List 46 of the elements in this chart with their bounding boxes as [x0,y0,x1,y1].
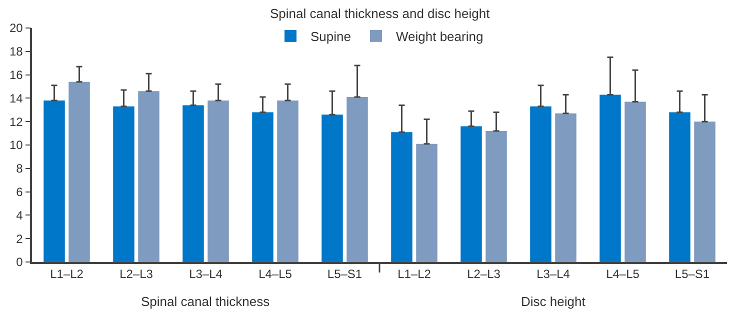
x-tick-label: L4–L5 [258,267,292,282]
bar [391,132,412,262]
bar [44,100,65,262]
y-tick-label: 10 [9,138,24,152]
bar [600,94,621,262]
legend-title: Spinal canal thickness and disc height [270,6,490,21]
bar [277,100,298,262]
y-tick-label: 6 [16,185,24,199]
legend-label: Weight bearing [396,29,484,44]
bar [113,106,134,262]
bar [669,112,690,262]
x-tick-label: L5–S1 [674,267,710,282]
bar [208,100,229,262]
x-tick-label: L1–L2 [50,267,84,282]
bar [694,122,716,262]
x-tick-label: L4–L5 [606,267,640,282]
y-tick-label: 8 [16,162,24,176]
bar [252,112,274,262]
bar [486,130,507,262]
y-tick-label: 20 [9,21,24,36]
bar [530,106,552,262]
y-tick-label: 2 [16,232,24,246]
x-tick-label: L1–L2 [398,267,432,282]
bar [138,91,160,262]
y-tick-label: 14 [9,91,24,106]
x-tick-label: L3–L4 [536,267,570,282]
bar [555,113,576,262]
bar [416,144,438,262]
legend-label: Supine [310,29,351,44]
text: Spinal canal thickness [141,294,270,309]
y-tick-label: 4 [16,208,24,222]
bar [182,105,204,262]
y-tick-label: 18 [9,44,24,59]
bar [322,114,343,262]
x-tick-label: L5–S1 [327,267,362,282]
bar [346,97,368,262]
y-tick-label: 0 [16,255,24,270]
x-tick-label: L3–L4 [189,267,223,282]
bar [460,126,482,262]
y-tick-label: 12 [9,114,24,129]
x-tick-label: L2–L3 [467,267,501,282]
text: Disc height [521,294,586,309]
bar [624,102,646,262]
y-tick-label: 16 [9,68,24,82]
x-tick-label: L2–L3 [120,267,154,282]
bar [68,82,90,262]
